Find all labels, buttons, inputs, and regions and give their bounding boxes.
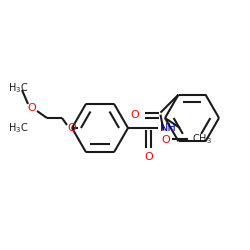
Text: CH$_3$: CH$_3$ <box>192 132 212 145</box>
Text: O: O <box>68 123 76 133</box>
Text: O: O <box>28 103 36 113</box>
Text: O: O <box>131 110 140 120</box>
Text: H$_3$C: H$_3$C <box>8 121 28 135</box>
Text: O: O <box>161 134 170 144</box>
Text: NH: NH <box>160 123 176 133</box>
Text: O: O <box>144 152 153 162</box>
Text: H$_3$C: H$_3$C <box>8 81 28 95</box>
